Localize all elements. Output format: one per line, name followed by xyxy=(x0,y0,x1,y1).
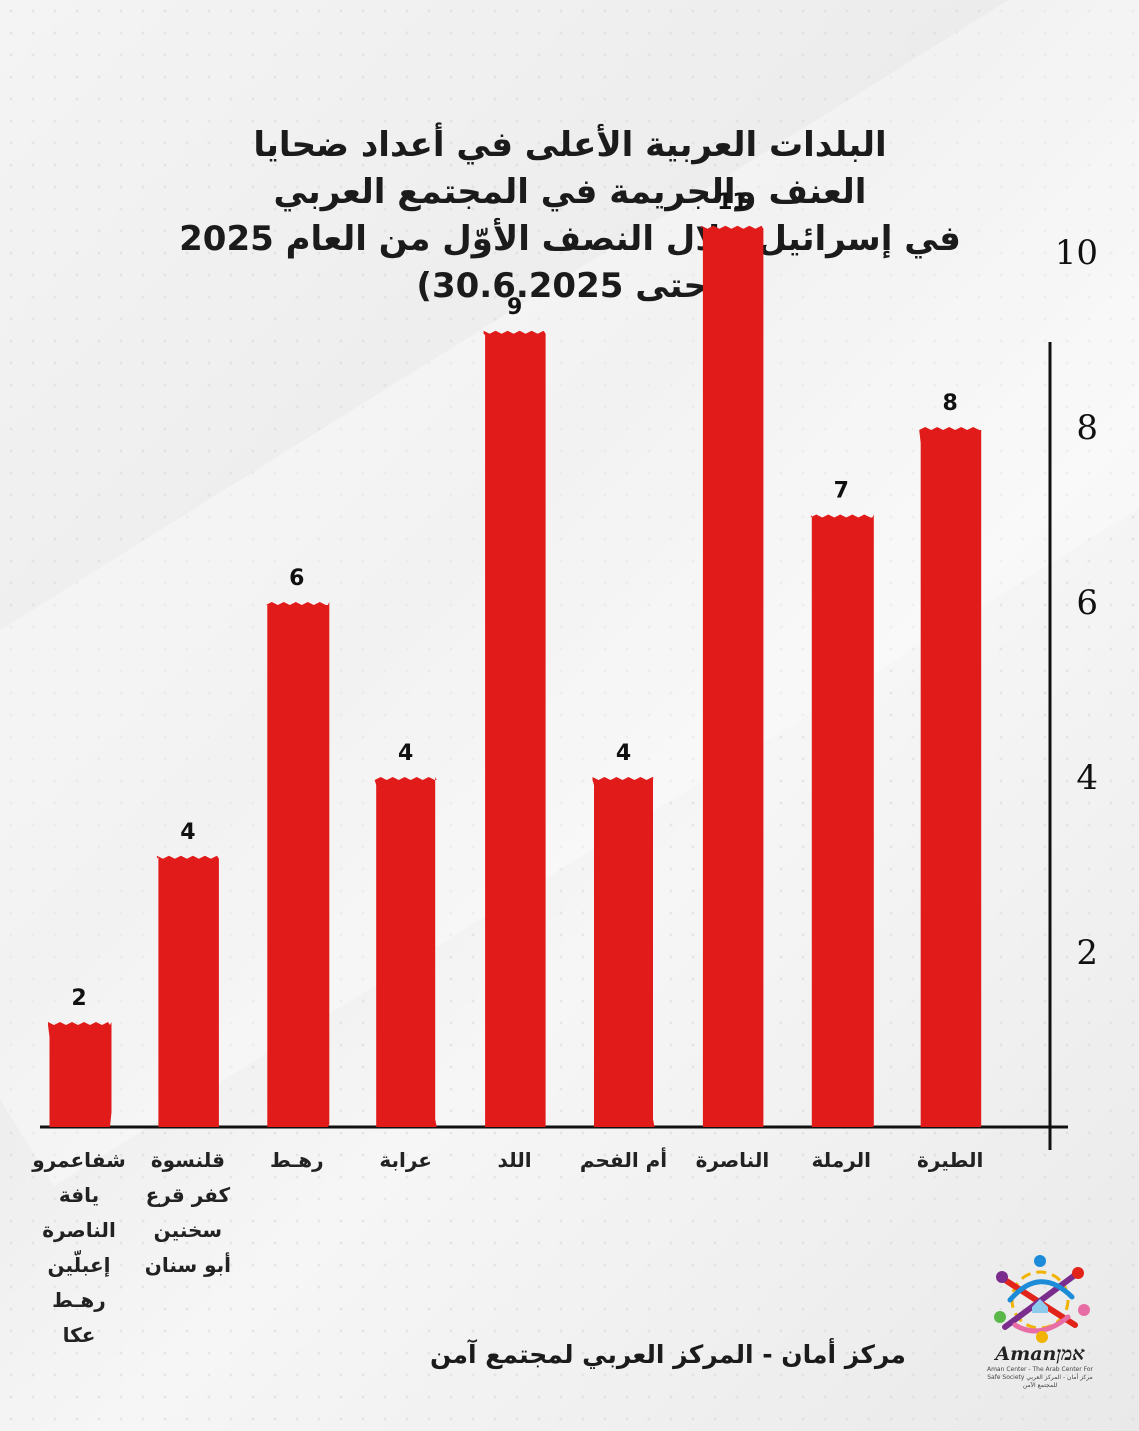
y-tick-label: 10 xyxy=(1055,233,1098,273)
bar xyxy=(156,855,219,1127)
category-label: الطيرة xyxy=(895,1143,1005,1178)
category-label: أم الفحم xyxy=(569,1143,679,1178)
category-label: اللد xyxy=(460,1143,570,1178)
bar-value-label: 9 xyxy=(507,295,522,320)
category-label: شفاعمرو يافة الناصرة إعبلّين رهـط عكا xyxy=(24,1143,134,1353)
bar-value-label: 11 xyxy=(717,190,748,215)
bar-value-label: 7 xyxy=(834,479,849,504)
title-line-3: في إسرائيل خلال النصف الأوّل من العام 20… xyxy=(179,219,961,259)
logo-name: Amanאמן xyxy=(995,1343,1085,1365)
y-tick-label: 4 xyxy=(1076,758,1098,798)
bar xyxy=(48,1022,112,1127)
category-label-line: سخنين xyxy=(153,1218,223,1242)
category-label-line: عكا xyxy=(62,1323,96,1347)
category-label-line: عرابة xyxy=(379,1148,432,1172)
category-label-line: أبو سنان xyxy=(144,1253,232,1277)
category-label: الرملة xyxy=(786,1143,896,1178)
category-label: رهـط xyxy=(242,1143,352,1178)
category-label-line: رهـط xyxy=(52,1288,106,1312)
bar-value-label: 2 xyxy=(71,986,86,1011)
bar xyxy=(810,514,874,1127)
chart-title: البلدات العربية الأعلى في أعداد ضحايا ال… xyxy=(150,122,990,310)
bar-value-label: 4 xyxy=(180,820,195,845)
y-tick-label: 2 xyxy=(1076,933,1098,973)
footer-text: مركز أمان - المركز العربي لمجتمع آمن xyxy=(430,1340,906,1369)
category-label-line: شفاعمرو xyxy=(32,1148,126,1172)
bar-value-label: 4 xyxy=(616,741,631,766)
bar xyxy=(374,777,437,1127)
bar xyxy=(483,330,546,1127)
category-label-line: الرملة xyxy=(811,1148,872,1172)
title-line-2: العنف والجريمة في المجتمع العربي xyxy=(273,172,867,212)
category-label-line: إعبلّين xyxy=(47,1253,111,1277)
category-label-line: اللد xyxy=(497,1148,532,1172)
logo-figures-icon xyxy=(994,1255,1090,1343)
category-label: الناصرة xyxy=(677,1143,787,1178)
bar-value-label: 4 xyxy=(398,741,413,766)
bar xyxy=(265,602,330,1127)
aman-logo: Amanאמן Aman Center - The Arab Center Fo… xyxy=(980,1255,1100,1390)
bar xyxy=(919,427,982,1127)
category-label-line: يافة الناصرة xyxy=(42,1183,116,1242)
y-tick-label: 6 xyxy=(1076,583,1098,623)
bar-value-label: 6 xyxy=(289,566,304,591)
category-label-line: الناصرة xyxy=(695,1148,770,1172)
category-label-line: كفر قرع xyxy=(145,1183,231,1207)
y-tick-label: 8 xyxy=(1076,408,1098,448)
logo-subtitle: Aman Center - The Arab Center For Safe S… xyxy=(986,1366,1094,1389)
category-label-line: الطيرة xyxy=(917,1148,984,1172)
category-label: قلنسوة كفر قرع سخنين أبو سنان xyxy=(133,1143,243,1283)
category-label-line: أم الفحم xyxy=(579,1148,668,1172)
category-label-line: رهـط xyxy=(269,1148,324,1172)
bar xyxy=(592,777,655,1127)
category-label: عرابة xyxy=(351,1143,461,1178)
bar xyxy=(701,225,764,1127)
bar-value-label: 8 xyxy=(943,391,958,416)
category-label-line: قلنسوة xyxy=(150,1148,225,1172)
title-line-1: البلدات العربية الأعلى في أعداد ضحايا xyxy=(253,125,887,165)
